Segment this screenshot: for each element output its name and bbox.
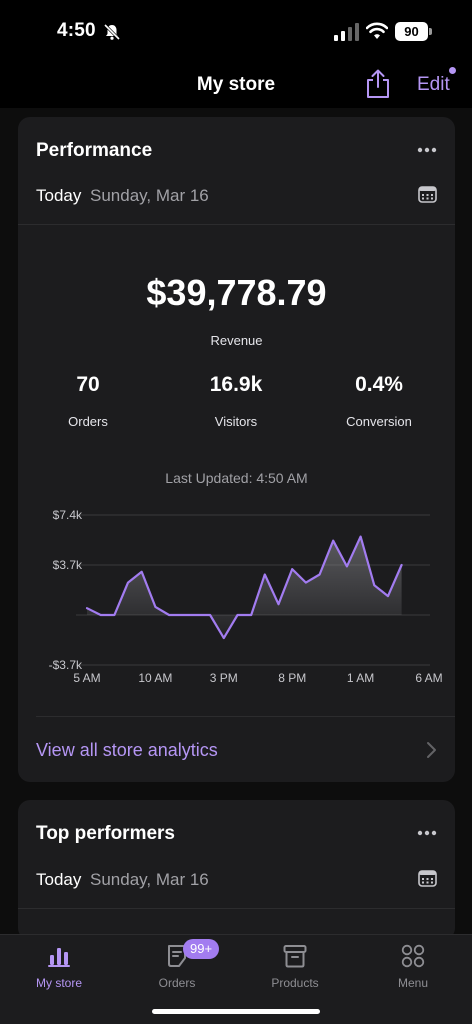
performance-card: Performance Today Sunday, Mar 16 $39,778…: [18, 117, 455, 782]
metric-conversion: 0.4% Conversion: [309, 373, 449, 429]
y-tick-label: $3.7k: [53, 558, 83, 572]
battery-tip: [429, 28, 432, 35]
calendar-icon[interactable]: [418, 870, 437, 887]
metric-orders: 70 Orders: [18, 373, 158, 429]
y-tick-label: -$3.7k: [49, 658, 83, 672]
date-today-label: Today: [36, 870, 82, 889]
top-performers-title: Top performers: [36, 823, 176, 844]
metric-visitors: 16.9k Visitors: [166, 373, 306, 429]
x-tick-label: 1 AM: [347, 671, 374, 685]
performance-title: Performance: [36, 140, 153, 161]
date-value[interactable]: Sunday, Mar 16: [90, 186, 209, 205]
y-tick-label: $7.4k: [53, 508, 83, 522]
top-performers-card: Top performers Today Sunday, Mar 16: [18, 800, 455, 940]
home-indicator: [152, 1009, 320, 1014]
metric-visitors-value: 16.9k: [209, 373, 263, 396]
x-tick-label: 5 AM: [73, 671, 100, 685]
archive-box-icon: [283, 945, 307, 968]
page-title: My store: [196, 74, 276, 95]
metric-orders-value: 70: [76, 373, 100, 396]
grid-circles-icon: [401, 944, 425, 968]
share-icon[interactable]: [364, 68, 392, 100]
date-today-label: Today: [36, 186, 82, 205]
header-divider: [18, 224, 455, 225]
tab-menu[interactable]: Menu: [363, 943, 463, 995]
tab-products[interactable]: Products: [245, 943, 345, 995]
tab-label: Products: [271, 976, 319, 990]
battery-level: 90: [395, 22, 428, 41]
status-bar: 4:50 90: [0, 0, 472, 62]
tab-orders[interactable]: Orders 99+: [127, 939, 227, 995]
tab-my-store[interactable]: My store: [9, 943, 109, 995]
link-divider: [36, 716, 455, 717]
cellular-signal-icon: [334, 23, 359, 41]
series-line: [85, 535, 403, 640]
x-tick-label: 10 AM: [138, 671, 172, 685]
calendar-icon[interactable]: [418, 186, 437, 203]
last-updated: Last Updated: 4:50 AM: [165, 470, 308, 486]
bar-chart-icon: [48, 948, 70, 967]
nav-header: My store Edit: [0, 62, 472, 108]
tab-label: My store: [35, 976, 82, 990]
bell-slash-icon: [103, 23, 121, 41]
header-divider: [18, 908, 455, 909]
series-area: [87, 536, 402, 638]
edit-notification-dot: [449, 67, 456, 74]
date-value[interactable]: Sunday, Mar 16: [90, 870, 209, 889]
x-tick-label: 6 AM: [415, 671, 442, 685]
tab-label: Orders: [158, 976, 196, 990]
metric-conversion-value: 0.4%: [355, 373, 403, 396]
metric-orders-label: Orders: [68, 414, 108, 429]
more-options-icon[interactable]: [417, 147, 437, 153]
metric-visitors-label: Visitors: [214, 414, 258, 429]
revenue-label: Revenue: [210, 333, 263, 348]
chevron-right-icon[interactable]: [425, 741, 437, 759]
orders-badge: 99+: [183, 939, 220, 959]
status-time: 4:50: [57, 20, 96, 41]
revenue-chart: $7.4k $3.7k -$3.7k5 AM 10 AM 3 PM 8 PM 1 AM 6 A…: [49, 508, 443, 685]
tab-bar: My store Orders 99+ Products Menu: [0, 934, 472, 1024]
metric-conversion-label: Conversion: [346, 414, 412, 429]
more-options-icon[interactable]: [417, 830, 437, 836]
x-tick-label: 3 PM: [210, 671, 238, 685]
battery-indicator: 90: [395, 22, 433, 41]
edit-button[interactable]: Edit: [417, 74, 450, 95]
tab-label: Menu: [397, 976, 429, 990]
x-tick-label: 8 PM: [278, 671, 306, 685]
view-analytics-link[interactable]: View all store analytics: [36, 740, 218, 760]
revenue-value: $39,778.79: [146, 272, 327, 313]
wifi-icon: [366, 22, 388, 39]
